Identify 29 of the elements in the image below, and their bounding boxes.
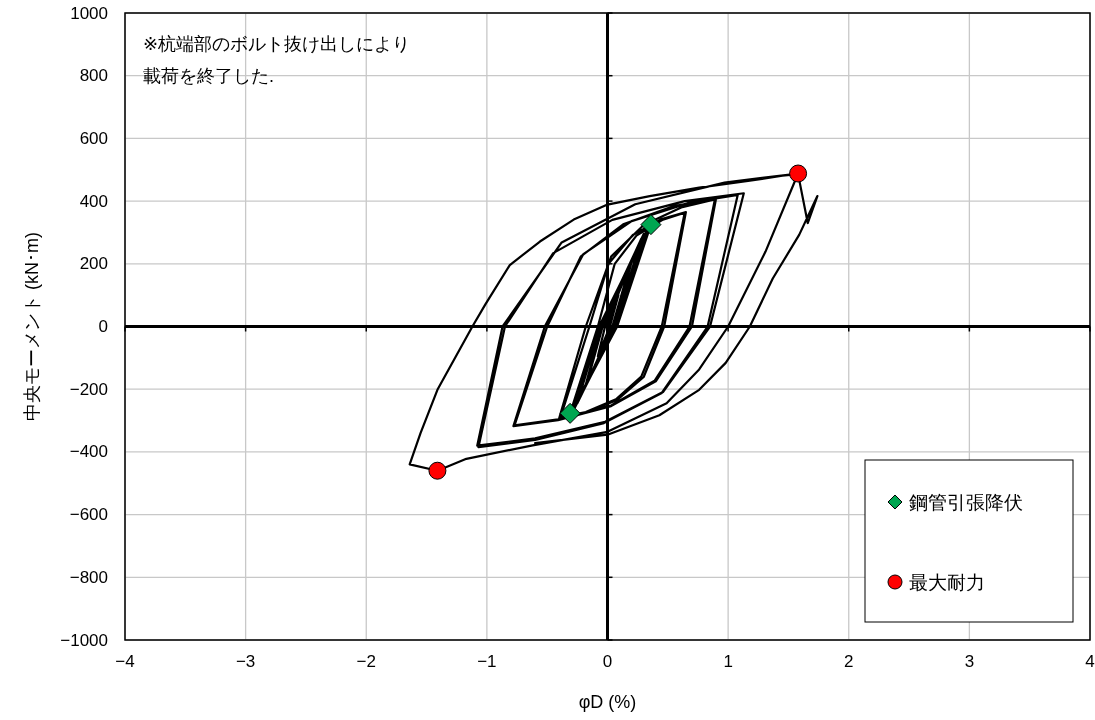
y-tick-label: 600 [79, 128, 108, 148]
y-tick-label: 0 [98, 317, 108, 336]
y-tick-label: 200 [79, 254, 108, 274]
y-tick-label: 800 [79, 66, 108, 86]
x-tick-label: −1 [477, 652, 497, 671]
x-tick-label: 1 [723, 652, 733, 671]
y-axis-title: 中央モーメント (kN･m) [22, 232, 42, 421]
y-tick-label: −1000 [60, 630, 108, 650]
point [789, 164, 808, 183]
y-tick-label: 400 [79, 191, 108, 211]
point [428, 461, 447, 480]
x-tick-label: 3 [964, 652, 975, 671]
x-tick-label: 2 [844, 652, 854, 671]
x-tick-label: 0 [602, 652, 613, 671]
x-tick-label: −3 [235, 652, 256, 671]
legend-label: 鋼管引張降伏 [909, 491, 1023, 513]
point [640, 214, 662, 236]
y-tick-label: 1000 [70, 3, 108, 23]
y-tick-label: −400 [69, 442, 108, 462]
y-tick-label: −800 [69, 567, 108, 587]
annotation: ※杭端部のボルト抜け出しにより載荷を終了した. [143, 34, 411, 86]
y-tick-label: −200 [69, 379, 108, 399]
y-tick-label: −600 [69, 505, 108, 525]
point [559, 402, 581, 424]
legend-label: 最大耐力 [909, 571, 985, 593]
x-axis-title: φD (%) [578, 692, 637, 712]
x-tick-label: −4 [115, 652, 135, 671]
x-tick-label: −2 [356, 652, 376, 671]
x-tick-label: 4 [1085, 652, 1095, 671]
